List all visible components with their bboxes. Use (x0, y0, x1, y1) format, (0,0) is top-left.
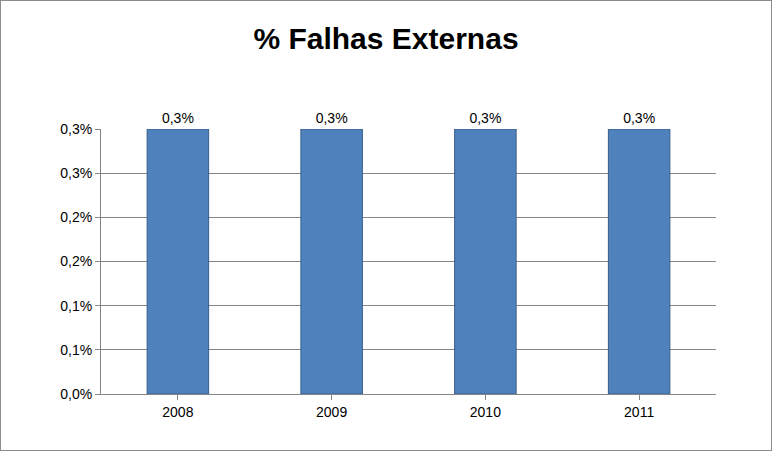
svg-text:0,3%: 0,3% (316, 110, 348, 126)
svg-text:2009: 2009 (316, 404, 347, 420)
svg-text:2010: 2010 (470, 404, 501, 420)
svg-text:0,2%: 0,2% (60, 209, 92, 225)
svg-text:0,3%: 0,3% (162, 110, 194, 126)
svg-text:0,0%: 0,0% (60, 386, 92, 402)
svg-text:2008: 2008 (162, 404, 193, 420)
svg-text:0,3%: 0,3% (60, 121, 92, 137)
svg-text:2011: 2011 (624, 404, 654, 420)
svg-text:0,3%: 0,3% (623, 110, 655, 126)
svg-text:0,3%: 0,3% (469, 110, 501, 126)
svg-text:0,1%: 0,1% (60, 298, 92, 314)
svg-text:0,2%: 0,2% (60, 253, 92, 269)
svg-text:% Falhas Externas: % Falhas Externas (253, 22, 518, 55)
svg-text:0,3%: 0,3% (60, 165, 92, 181)
svg-text:0,1%: 0,1% (60, 342, 92, 358)
